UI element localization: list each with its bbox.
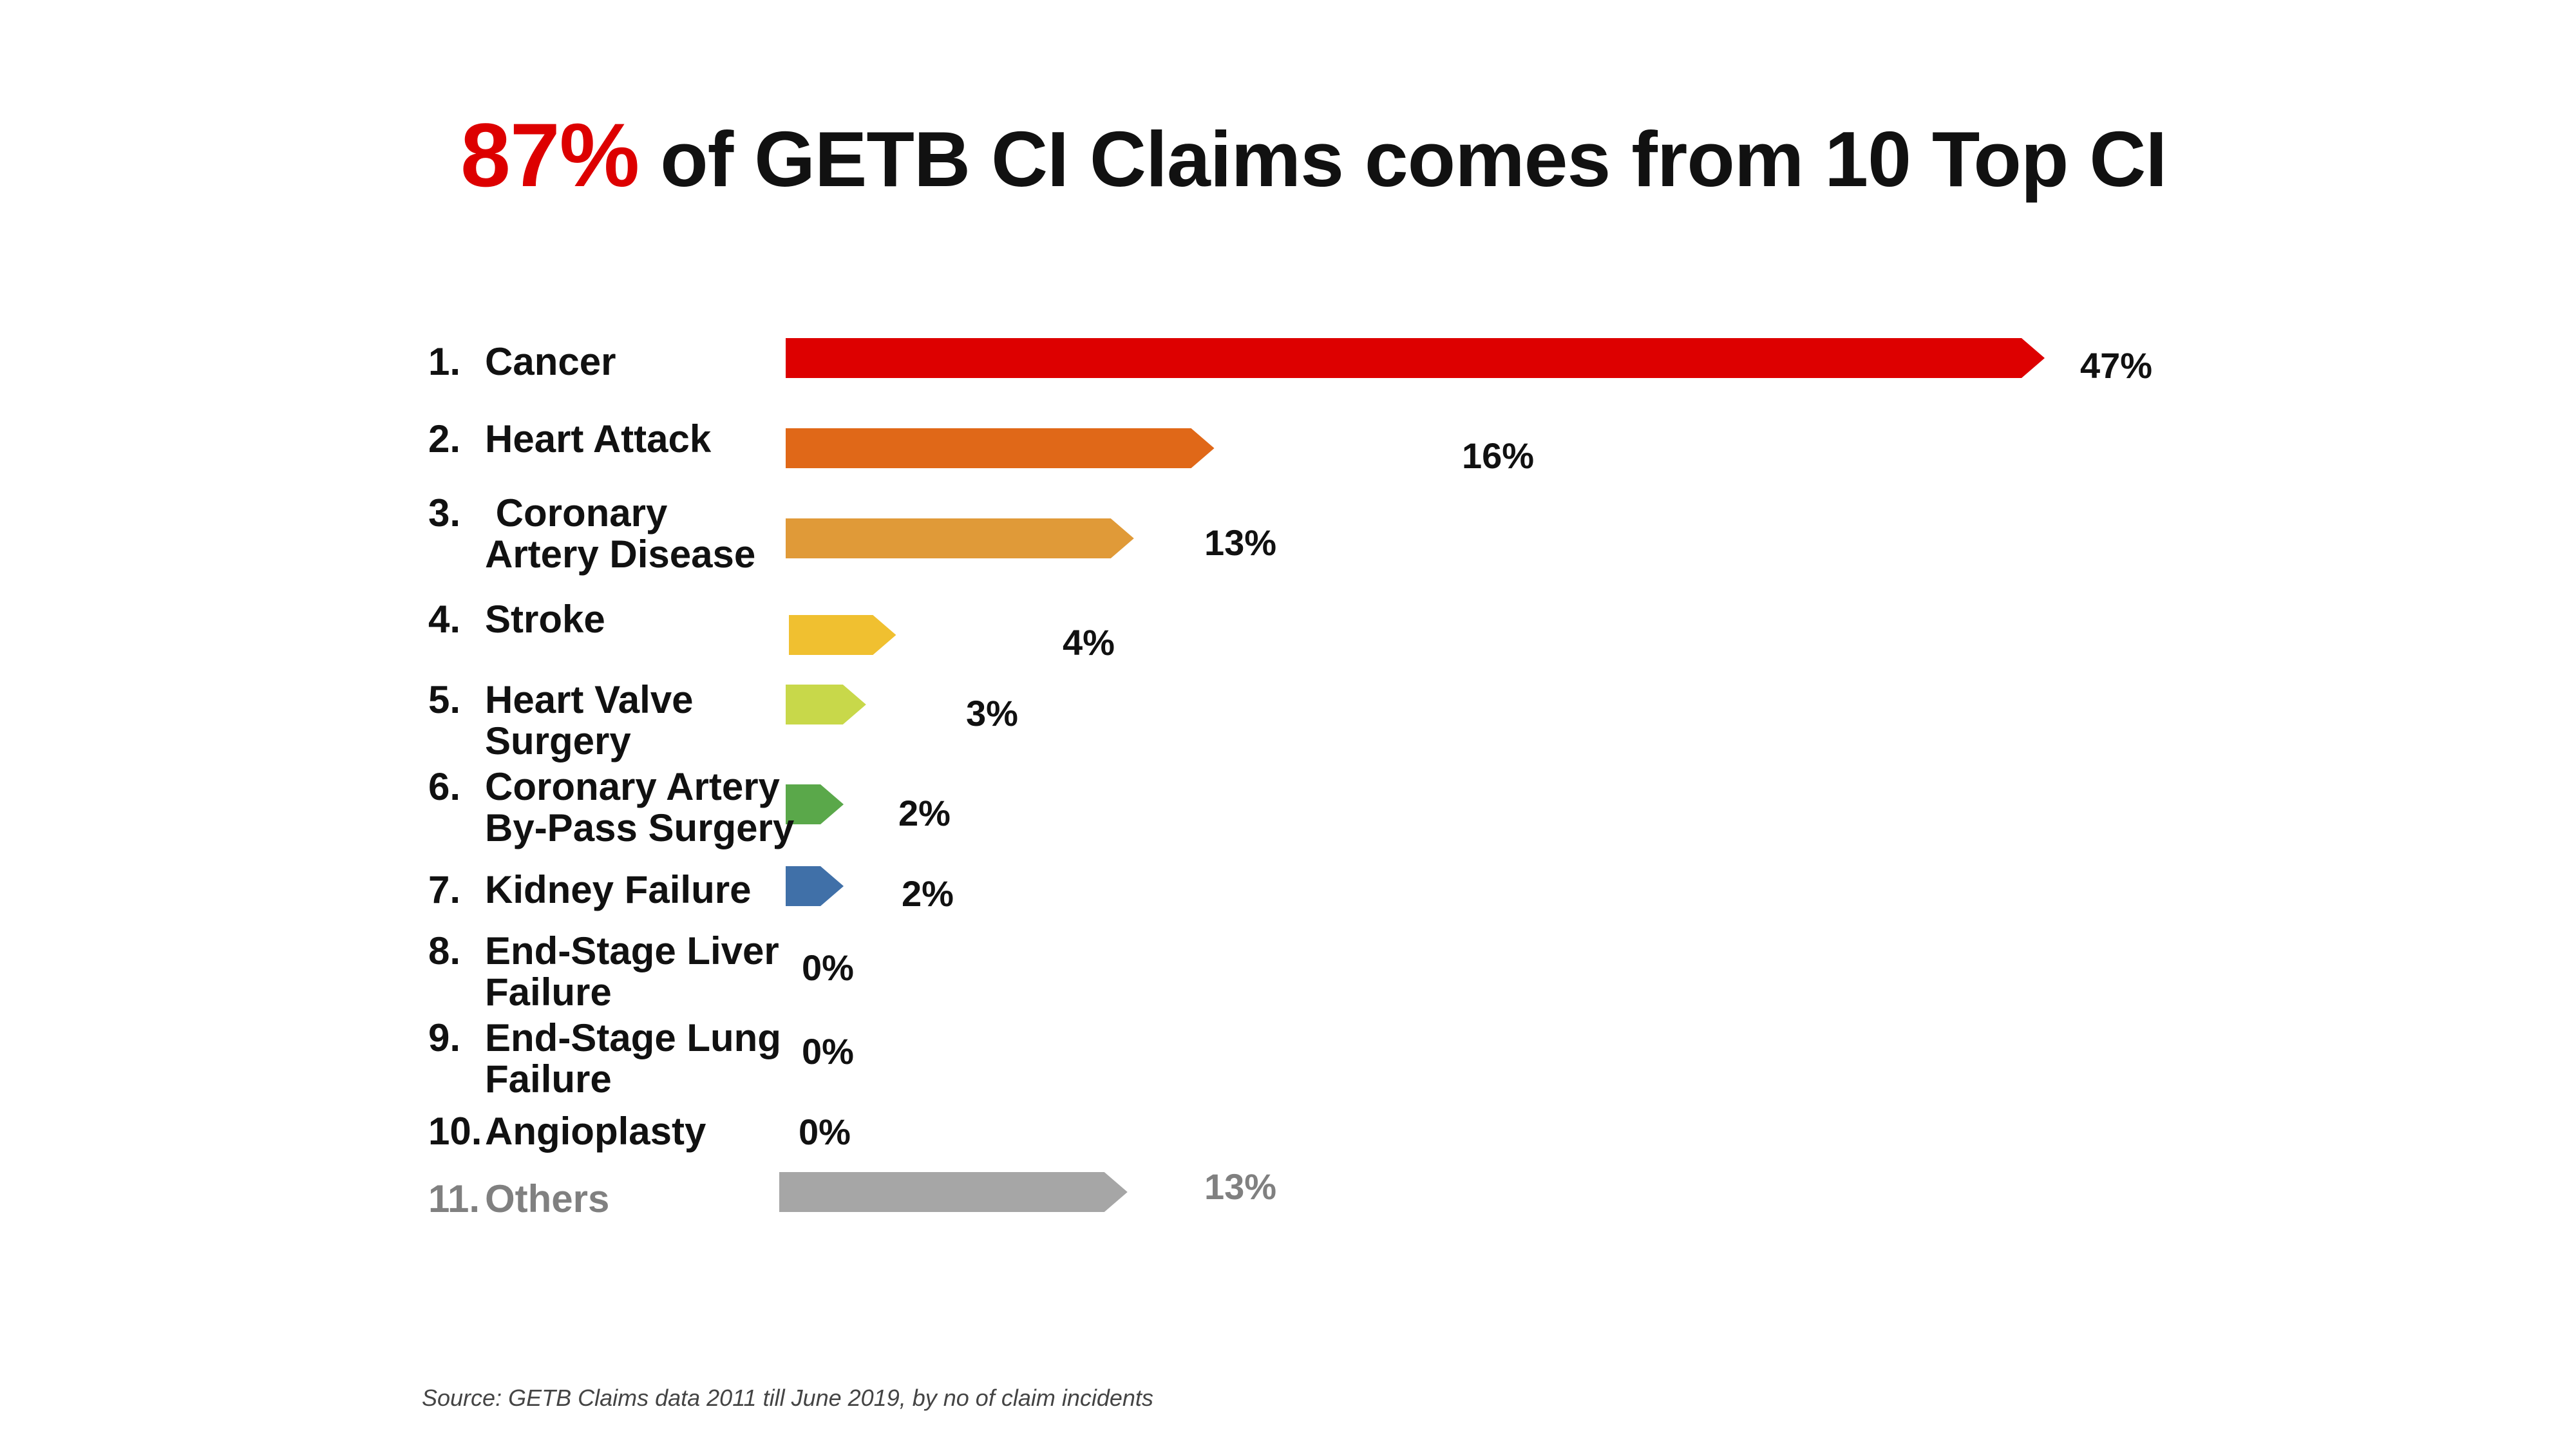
title-text: of GETB CI Claims comes from 10 Top CI xyxy=(639,115,2167,203)
category-label-6: 6. Coronary Artery By-Pass Surgery xyxy=(428,766,794,849)
source-note: Source: GETB Claims data 2011 till June … xyxy=(422,1385,1153,1411)
value-label-7: 2% xyxy=(902,873,954,914)
category-name: Coronary xyxy=(485,491,668,535)
category-name: Heart Valve xyxy=(485,678,694,721)
category-number: 8. xyxy=(428,929,461,972)
category-name: Cancer xyxy=(485,340,616,383)
category-label-4: 4. Stroke xyxy=(428,599,605,640)
bar-2 xyxy=(786,428,1215,468)
category-label-1: 1. Cancer xyxy=(428,341,616,383)
bar-11 xyxy=(779,1172,1128,1212)
category-number: 6. xyxy=(428,765,461,808)
category-name-line2: Failure xyxy=(485,971,612,1014)
value-label-8: 0% xyxy=(802,947,854,988)
bar-1 xyxy=(786,338,2045,378)
category-name: Coronary Artery xyxy=(485,765,780,808)
category-number: 9. xyxy=(428,1016,461,1059)
value-label-10: 0% xyxy=(799,1112,851,1152)
value-label-5: 3% xyxy=(966,693,1018,734)
category-number: 11. xyxy=(428,1177,480,1220)
category-number: 1. xyxy=(428,340,461,383)
value-label-1: 47% xyxy=(2080,345,2153,386)
value-label-2: 16% xyxy=(1462,435,1535,476)
category-name: Angioplasty xyxy=(485,1110,706,1153)
category-number: 10. xyxy=(428,1110,482,1153)
category-label-7: 7. Kidney Failure xyxy=(428,869,751,911)
category-name: End-Stage Liver xyxy=(485,929,779,972)
category-label-2: 2. Heart Attack xyxy=(428,419,711,460)
bar-5 xyxy=(786,685,866,724)
value-label-6: 2% xyxy=(898,793,951,833)
value-label-9: 0% xyxy=(802,1031,854,1072)
category-name-line2: Artery Disease xyxy=(485,533,756,576)
category-number: 3. xyxy=(428,491,461,535)
bar-4 xyxy=(789,615,896,655)
category-name: Kidney Failure xyxy=(485,868,752,911)
value-label-4: 4% xyxy=(1063,622,1115,663)
category-label-9: 9. End-Stage Lung Failure xyxy=(428,1018,781,1100)
category-number: 4. xyxy=(428,598,461,641)
value-label-3: 13% xyxy=(1204,522,1277,563)
category-number: 7. xyxy=(428,868,461,911)
category-name: Heart Attack xyxy=(485,417,712,460)
bar-7 xyxy=(786,866,844,906)
bar-6 xyxy=(786,784,844,824)
category-name-line2: Failure xyxy=(485,1057,612,1101)
category-label-11: 11. Others xyxy=(428,1179,609,1220)
category-name: End-Stage Lung xyxy=(485,1016,781,1059)
category-label-8: 8. End-Stage Liver Failure xyxy=(428,931,779,1013)
category-label-10: 10.Angioplasty xyxy=(428,1111,706,1152)
title-highlight: 87% xyxy=(460,104,639,205)
category-name-line2: Surgery xyxy=(485,719,631,762)
bar-3 xyxy=(786,518,1134,558)
category-name: Others xyxy=(485,1177,610,1220)
value-label-11: 13% xyxy=(1204,1166,1277,1207)
category-label-3: 3. Coronary Artery Disease xyxy=(428,493,755,575)
category-name: Stroke xyxy=(485,598,605,641)
category-number: 5. xyxy=(428,678,461,721)
category-label-5: 5. Heart Valve Surgery xyxy=(428,679,694,762)
chart-title: 87% of GETB CI Claims comes from 10 Top … xyxy=(460,103,2167,207)
category-name-line2: By-Pass Surgery xyxy=(485,806,795,849)
category-number: 2. xyxy=(428,417,461,460)
